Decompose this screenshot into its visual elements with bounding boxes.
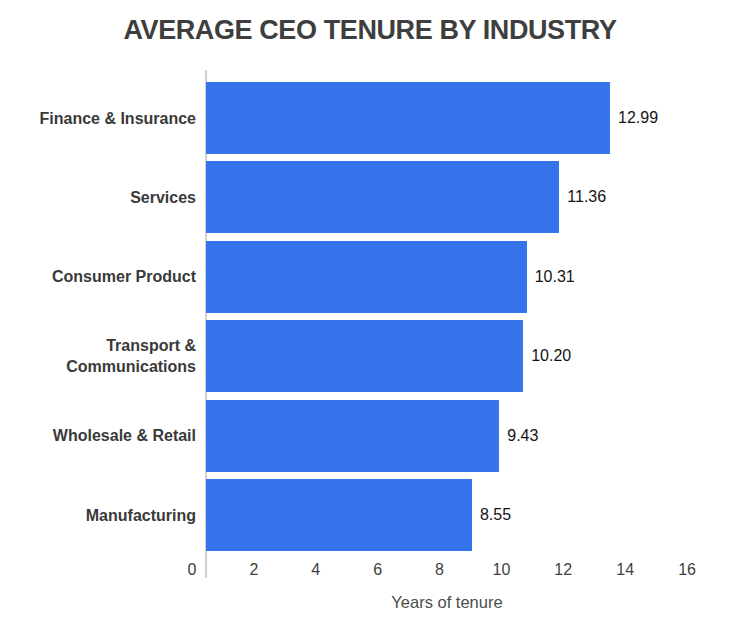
chart-container: AVERAGE CEO TENURE BY INDUSTRY Finance &… [0, 0, 740, 624]
bar[interactable] [206, 241, 527, 313]
x-tick-label: 6 [356, 561, 400, 579]
x-tick-label: 10 [479, 561, 523, 579]
value-label: 8.55 [480, 479, 511, 551]
bar[interactable] [206, 82, 610, 154]
x-axis-title: Years of tenure [192, 593, 702, 612]
value-label: 10.20 [531, 320, 571, 392]
x-tick-label: 2 [232, 561, 276, 579]
x-tick-label: 0 [170, 561, 214, 579]
category-label: Services [22, 161, 196, 233]
bar[interactable] [206, 161, 559, 233]
category-label: Manufacturing [22, 479, 196, 551]
value-label: 11.36 [567, 161, 606, 233]
category-label: Transport & Communications [22, 320, 196, 392]
value-label: 9.43 [507, 400, 538, 472]
x-tick-label: 12 [541, 561, 585, 579]
chart-title: AVERAGE CEO TENURE BY INDUSTRY [0, 15, 740, 46]
bar[interactable] [206, 400, 499, 472]
category-label: Finance & Insurance [22, 82, 196, 154]
x-tick-label: 14 [603, 561, 647, 579]
value-label: 12.99 [618, 82, 658, 154]
x-tick-label: 4 [294, 561, 338, 579]
x-tick-label: 16 [665, 561, 709, 579]
x-tick-label: 8 [418, 561, 462, 579]
bar[interactable] [206, 320, 523, 392]
bar[interactable] [206, 479, 472, 551]
category-label: Consumer Product [22, 241, 196, 313]
category-label: Wholesale & Retail [22, 400, 196, 472]
value-label: 10.31 [535, 241, 575, 313]
